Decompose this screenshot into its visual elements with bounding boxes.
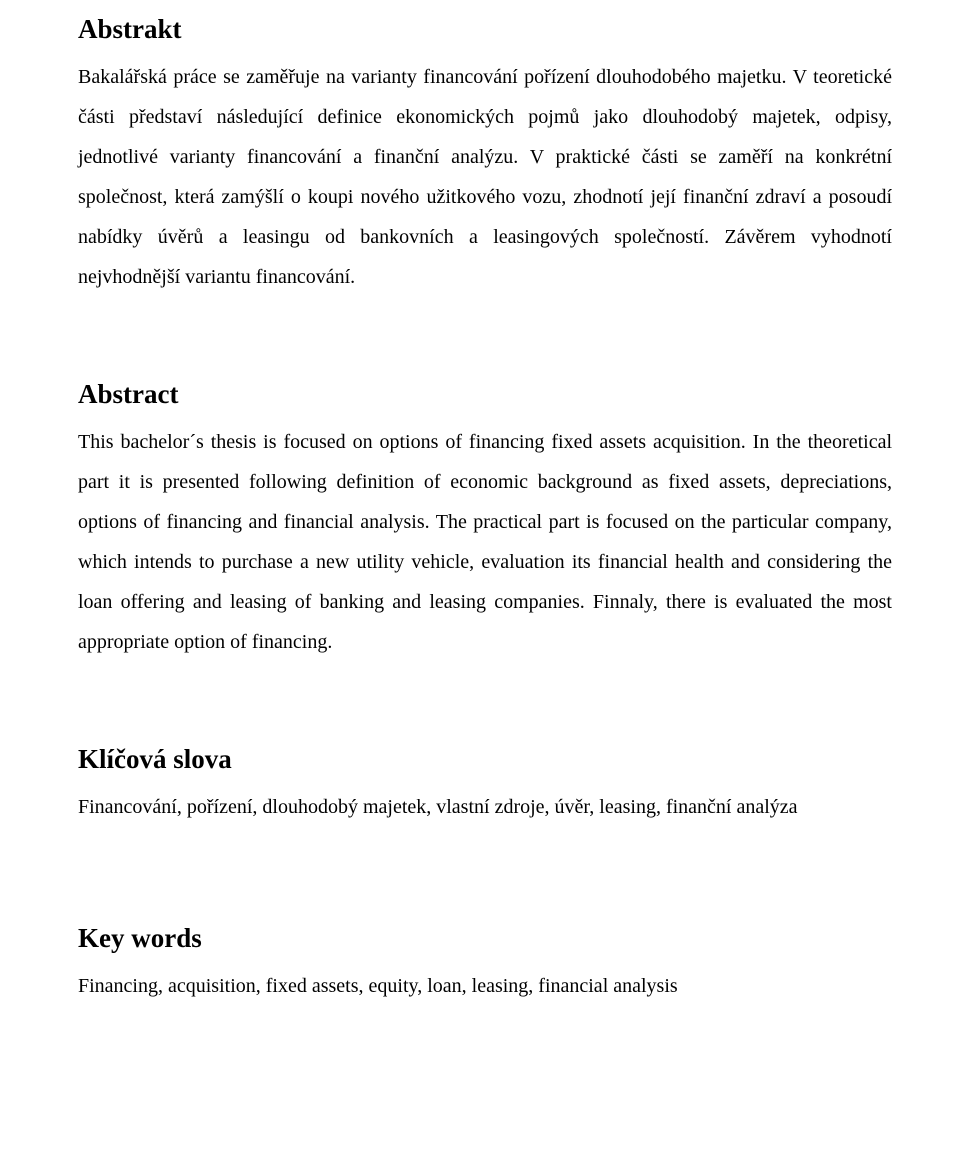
klicova-slova-heading: Klíčová slova — [78, 744, 892, 775]
document-page: Abstrakt Bakalářská práce se zaměřuje na… — [0, 0, 960, 1171]
abstrakt-body: Bakalářská práce se zaměřuje na varianty… — [78, 57, 892, 297]
keywords-body: Financing, acquisition, fixed assets, eq… — [78, 966, 892, 1006]
abstract-heading: Abstract — [78, 379, 892, 410]
klicova-slova-body: Financování, pořízení, dlouhodobý majete… — [78, 787, 892, 827]
abstract-body: This bachelor´s thesis is focused on opt… — [78, 422, 892, 662]
keywords-heading: Key words — [78, 923, 892, 954]
abstrakt-heading: Abstrakt — [78, 14, 892, 45]
